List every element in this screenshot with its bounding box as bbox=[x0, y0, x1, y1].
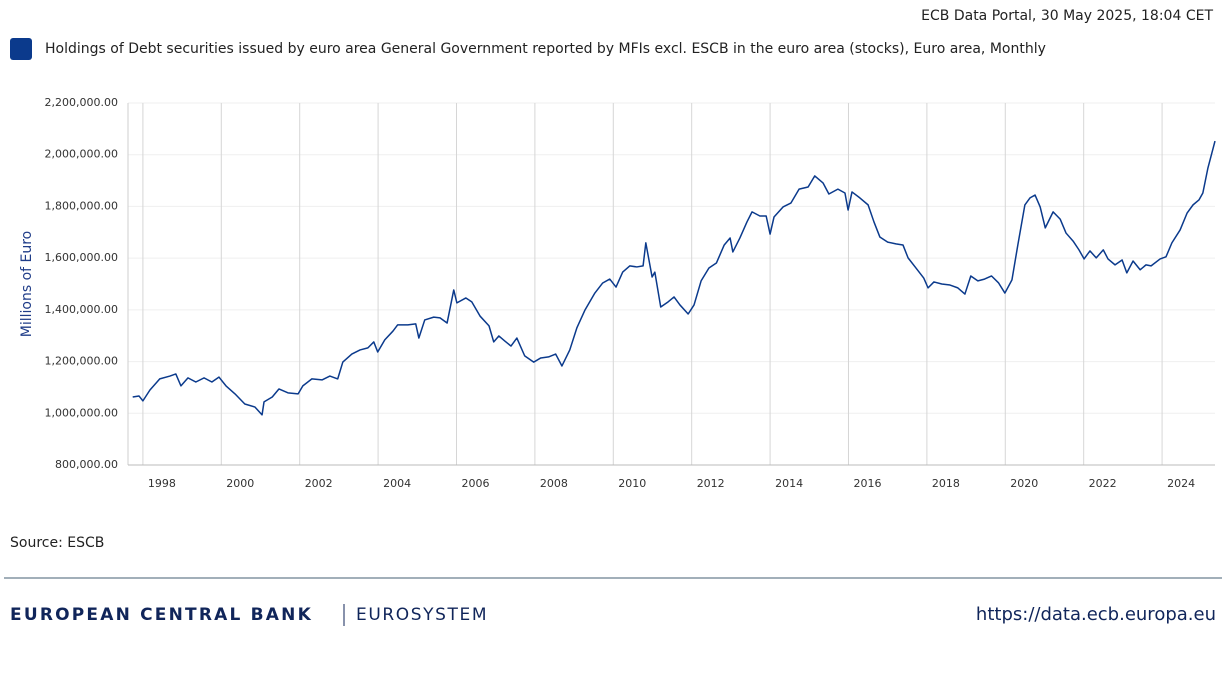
source: Source: ESCB bbox=[10, 535, 104, 551]
x-tick-label: 2022 bbox=[1089, 477, 1117, 490]
x-tick-label: 2020 bbox=[1010, 477, 1038, 490]
footer-url[interactable]: https://data.ecb.europa.eu bbox=[976, 604, 1216, 625]
y-tick-label: 2,000,000.00 bbox=[45, 148, 118, 161]
y-tick-label: 1,200,000.00 bbox=[45, 355, 118, 368]
y-tick-label: 1,000,000.00 bbox=[45, 406, 118, 419]
x-tick-label: 2002 bbox=[305, 477, 333, 490]
y-tick-label: 1,400,000.00 bbox=[45, 303, 118, 316]
legend-label: Holdings of Debt securities issued by eu… bbox=[45, 41, 1046, 57]
y-tick-label: 1,800,000.00 bbox=[45, 199, 118, 212]
x-tick-label: 2014 bbox=[775, 477, 803, 490]
x-tick-label: 2004 bbox=[383, 477, 411, 490]
x-tick-label: 2010 bbox=[618, 477, 646, 490]
x-tick-label: 2008 bbox=[540, 477, 568, 490]
y-tick-label: 1,600,000.00 bbox=[45, 251, 118, 264]
y-tick-label: 2,200,000.00 bbox=[45, 96, 118, 109]
legend-swatch bbox=[10, 38, 32, 60]
x-tick-label: 1998 bbox=[148, 477, 176, 490]
x-tick-label: 2024 bbox=[1167, 477, 1195, 490]
x-tick-label: 2016 bbox=[853, 477, 881, 490]
footer-brand: EUROPEAN CENTRAL BANK bbox=[10, 605, 313, 625]
y-tick-label: 800,000.00 bbox=[55, 458, 118, 471]
y-axis-label: Millions of Euro bbox=[19, 231, 35, 338]
footer-system: EUROSYSTEM bbox=[356, 605, 488, 625]
x-tick-label: 2012 bbox=[697, 477, 725, 490]
x-tick-label: 2000 bbox=[226, 477, 254, 490]
x-tick-label: 2018 bbox=[932, 477, 960, 490]
header: ECB Data Portal, 30 May 2025, 18:04 CET bbox=[921, 8, 1213, 24]
x-tick-label: 2006 bbox=[461, 477, 489, 490]
data-line bbox=[132, 140, 1216, 416]
